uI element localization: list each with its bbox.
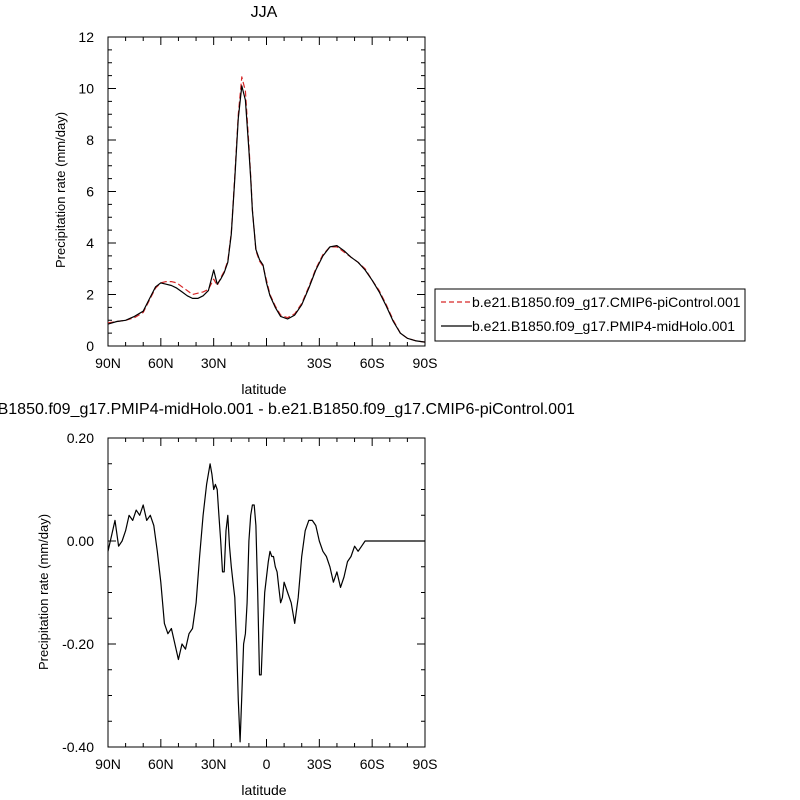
top-y-axis-label: Precipitation rate (mm/day) [53,112,68,268]
legend-box [434,288,746,342]
top-y-tick-label: 10 [78,81,94,97]
top-plot-frame [107,36,426,347]
legend-label-picontrol: b.e21.B1850.f09_g17.CMIP6-piControl.001 [472,294,741,310]
bottom-series-line-0 [107,463,425,743]
top-x-tick-label: 30N [201,355,227,371]
top-y-tick-label: 4 [86,235,94,251]
top-series-line-0 [107,76,426,343]
top-y-tick-label: 2 [86,287,94,303]
top-x-tick-label: 60N [148,355,174,371]
bottom-y-tick-label: 0.20 [67,430,94,446]
bottom-x-tick-label: 30S [307,756,332,772]
top-ticks: 90N 60N 30N 30S 60S 90S 0 2 4 6 8 10 12 [78,29,437,371]
top-y-tick-label: 12 [78,29,94,45]
top-series-line-1 [107,85,426,343]
top-x-axis-label: latitude [241,381,286,397]
bottom-y-axis-label: Precipitation rate (mm/day) [36,514,51,670]
top-series [107,76,426,343]
bottom-x-axis-label: latitude [241,782,286,798]
top-y-tick-label: 6 [86,184,94,200]
bottom-x-tick-label: 90S [413,756,438,772]
bottom-y-tick-label: -0.20 [62,636,94,652]
top-x-tick-label: 60S [360,355,385,371]
bottom-panel: b.e21.B1850.f09_g17.PMIP4-midHolo.001 - … [0,401,575,798]
legend-label-midholo: b.e21.B1850.f09_g17.PMIP4-midHolo.001 [472,318,735,334]
top-x-tick-label: 90S [413,355,438,371]
bottom-plot-frame [107,437,426,748]
bottom-y-tick-label: -0.40 [62,739,94,755]
top-y-tick-label: 8 [86,132,94,148]
top-chart-title: JJA [251,4,278,21]
top-x-tick-label: 90N [95,355,121,371]
top-panel: JJA 90N 60N 30N 30S 60S 90S 0 2 4 6 8 10 12 latitude… [53,4,437,397]
bottom-x-tick-label: 0 [263,756,271,772]
bottom-x-tick-label: 60N [148,756,174,772]
bottom-x-tick-label: 60S [360,756,385,772]
bottom-y-tick-label: 0.00 [67,533,94,549]
bottom-x-tick-label: 30N [201,756,227,772]
bottom-x-tick-label: 90N [95,756,121,772]
bottom-ticks: 90N 60N 30N 0 30S 60S 90S 0.20 0.00 -0.20 -0.40 [62,430,437,772]
bottom-series [107,463,425,743]
top-y-tick-label: 0 [86,338,94,354]
top-x-tick-label: 30S [307,355,332,371]
legend: b.e21.B1850.f09_g17.CMIP6-piControl.001 … [434,288,746,342]
bottom-chart-title: b.e21.B1850.f09_g17.PMIP4-midHolo.001 - … [0,401,575,418]
